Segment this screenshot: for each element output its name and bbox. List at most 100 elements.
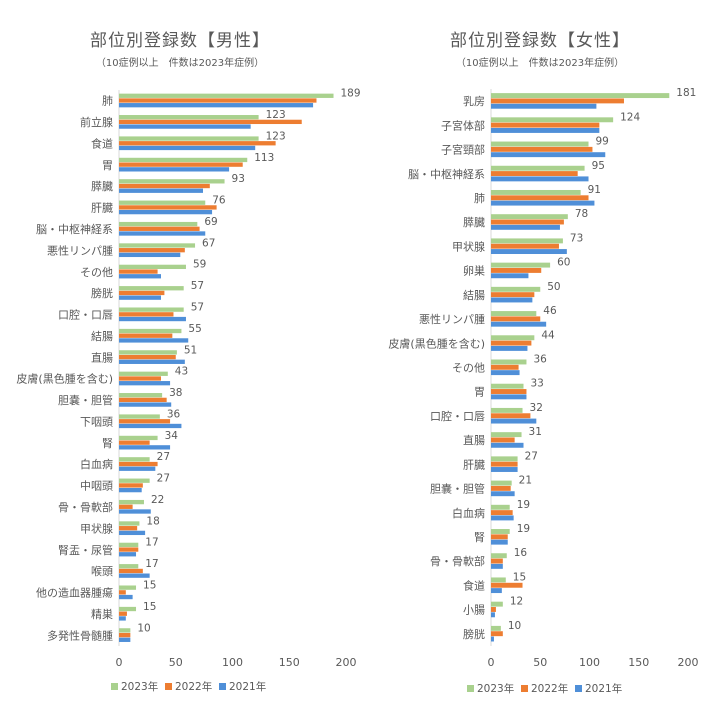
bar-2023年 (491, 117, 614, 123)
chart-title: 部位別登録数【男性】 (90, 31, 270, 51)
data-label: 59 (193, 259, 206, 271)
bar-2021年 (491, 176, 589, 182)
data-label: 22 (151, 494, 164, 506)
category-label: 下咽頭 (80, 415, 113, 428)
bar-2023年 (491, 383, 524, 389)
legend-label: 2022年 (175, 680, 212, 693)
bar-2022年 (491, 558, 503, 564)
bar-2022年 (491, 267, 542, 273)
bar-2021年 (119, 423, 182, 429)
category-label: 乳房 (463, 95, 485, 108)
bar-2023年 (119, 328, 182, 334)
bar-2021年 (119, 124, 251, 129)
bar-2021年 (119, 466, 156, 471)
data-label: 27 (157, 451, 170, 463)
data-label: 76 (212, 195, 226, 207)
bar-2022年 (491, 316, 541, 322)
bar-2022年 (119, 376, 161, 381)
data-label: 123 (266, 109, 286, 121)
category-label: 肺 (474, 192, 485, 205)
x-tick-label: 50 (533, 656, 547, 669)
bar-2021年 (491, 127, 600, 133)
bar-2021年 (491, 539, 508, 545)
bar-2022年 (119, 611, 127, 616)
bar-2022年 (491, 413, 531, 419)
bar-2023年 (491, 601, 503, 607)
bar-2021年 (491, 103, 597, 109)
bar-2022年 (119, 547, 139, 552)
category-label: 脳・中枢神経系 (408, 167, 485, 181)
bar-2023年 (491, 141, 589, 147)
category-label: 膵臓 (91, 180, 113, 193)
category-label: 他の造血器腫瘍 (36, 586, 113, 600)
category-label: 直腸 (91, 350, 113, 364)
category-label: 胃 (474, 386, 485, 399)
data-label: 44 (541, 329, 555, 341)
bar-2021年 (491, 588, 502, 594)
category-label: 脳・中枢神経系 (36, 222, 113, 236)
bar-2022年 (119, 461, 158, 467)
data-label: 17 (145, 558, 158, 570)
category-label: 腎 (474, 531, 485, 544)
data-label: 19 (517, 499, 530, 511)
bar-2022年 (119, 354, 176, 360)
data-label: 57 (191, 301, 204, 313)
legend-swatch (467, 685, 474, 692)
category-label: 甲状腺 (452, 239, 485, 253)
legend-swatch (521, 685, 528, 692)
data-label: 124 (620, 111, 640, 123)
category-label: 悪性リンパ腫 (47, 243, 113, 257)
category-label: 骨・骨軟部 (58, 500, 113, 514)
bar-2022年 (119, 248, 185, 253)
category-label: 喉頭 (91, 565, 113, 578)
bar-2022年 (119, 290, 165, 296)
bar-2021年 (119, 274, 161, 279)
bar-2023年 (119, 606, 137, 612)
bar-2021年 (119, 188, 203, 193)
bar-2021年 (119, 316, 186, 322)
bar-2023年 (119, 179, 225, 184)
bar-2022年 (491, 340, 532, 346)
bar-2021年 (119, 209, 213, 215)
bar-2022年 (119, 632, 131, 638)
bar-2022年 (491, 582, 523, 588)
bar-2022年 (491, 243, 559, 249)
category-label: 悪性リンパ腫 (419, 312, 485, 326)
category-label: 膵臓 (463, 216, 485, 229)
x-tick-label: 150 (628, 656, 649, 669)
bar-2023年 (119, 221, 198, 227)
bar-2021年 (491, 224, 560, 230)
bar-2023年 (119, 136, 259, 141)
bar-2022年 (491, 219, 564, 225)
bar-2022年 (119, 226, 200, 231)
bar-2022年 (119, 440, 150, 445)
category-label: 食道 (91, 136, 113, 150)
data-label: 15 (143, 579, 156, 591)
category-label: 胆嚢・胆管 (430, 482, 485, 496)
category-label: その他 (452, 362, 485, 375)
bar-2021年 (119, 167, 230, 172)
bar-2023年 (119, 585, 137, 590)
bar-2023年 (119, 542, 139, 548)
bar-2023年 (491, 189, 581, 195)
bar-2023年 (119, 478, 150, 483)
bar-2021年 (491, 394, 527, 400)
data-label: 67 (202, 237, 215, 249)
data-label: 181 (676, 87, 696, 99)
x-tick-label: 100 (222, 656, 243, 669)
data-label: 34 (165, 430, 179, 442)
bar-2023年 (491, 529, 510, 534)
data-label: 99 (596, 136, 609, 148)
bar-2023年 (119, 628, 131, 633)
x-tick-label: 200 (678, 656, 699, 669)
bar-2023年 (119, 457, 150, 462)
data-label: 17 (145, 537, 158, 549)
bar-2023年 (491, 238, 563, 244)
bar-2023年 (491, 407, 523, 413)
bar-2023年 (119, 157, 248, 163)
bar-2021年 (119, 445, 171, 450)
category-label: 皮膚(黒色腫を含む) (388, 336, 485, 350)
bar-2021年 (119, 616, 126, 621)
bar-2022年 (119, 312, 174, 317)
bar-2022年 (491, 98, 624, 104)
